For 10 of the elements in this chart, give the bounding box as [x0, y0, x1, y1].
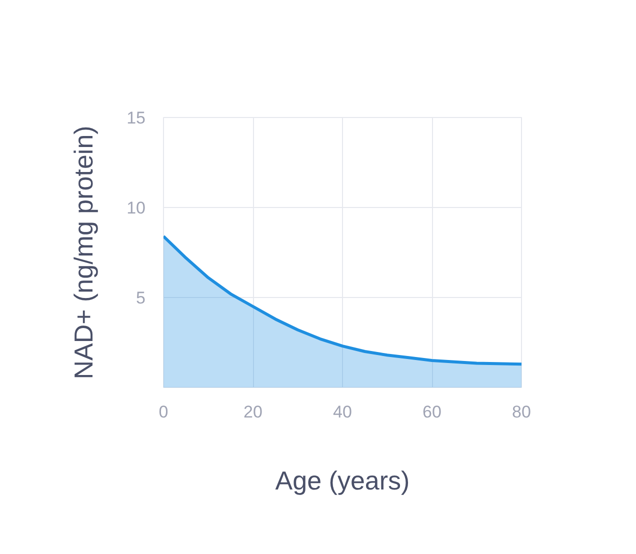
- y-tick-label: 5: [136, 288, 146, 308]
- x-tick-label: 80: [512, 402, 531, 422]
- x-tick-label: 40: [333, 402, 352, 422]
- x-tick-label: 20: [244, 402, 262, 422]
- y-tick-label: 15: [126, 108, 146, 128]
- y-tick-label: 10: [126, 198, 146, 218]
- x-tick-label: 0: [158, 402, 168, 422]
- y-axis-title: NAD+ (ng/mg protein): [68, 126, 99, 380]
- x-tick-label: 60: [422, 402, 442, 422]
- x-axis-title: Age (years): [275, 466, 410, 496]
